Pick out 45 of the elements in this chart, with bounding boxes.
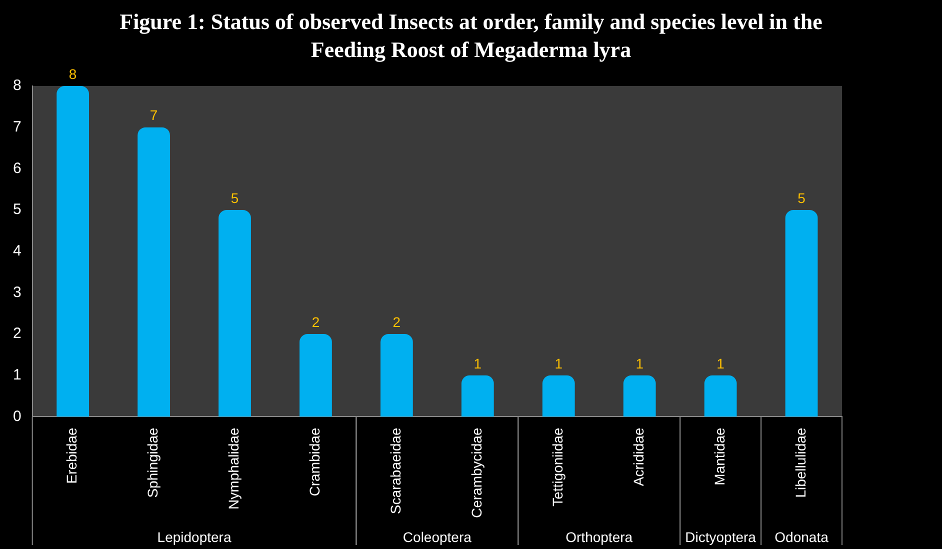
x-tick-label: Scarabaeidae <box>388 428 404 514</box>
data-label: 1 <box>554 355 563 372</box>
bar <box>623 375 656 417</box>
text: Coleoptera <box>402 528 472 545</box>
text: Lepidoptera <box>157 528 232 545</box>
x-tick-label: Libellulidae <box>792 428 808 498</box>
bar <box>461 375 494 417</box>
x-tick-label: Acrididae <box>630 428 646 486</box>
data-label: 5 <box>230 190 239 206</box>
text: Orthoptera <box>566 528 633 545</box>
y-tick-label: 2 <box>13 325 22 342</box>
bar <box>785 210 818 417</box>
text: Dictyoptera <box>685 528 756 545</box>
y-tick-label: 6 <box>13 160 22 177</box>
bar <box>704 375 737 417</box>
y-tick-label: 4 <box>13 242 22 260</box>
x-tick-label: Sphingidae <box>144 428 161 498</box>
data-label: 5 <box>798 190 806 206</box>
x-tick-label: Tettigoniidae <box>549 428 566 506</box>
x-tick-label: Crambidae <box>306 428 323 496</box>
x-tick-label: Erebidae <box>64 428 80 484</box>
bar <box>138 127 170 417</box>
y-tick-label: 8 <box>13 77 22 94</box>
x-tick-label: Cerambycidae <box>468 428 485 518</box>
data-label: 1 <box>716 355 725 372</box>
data-label: 8 <box>68 66 77 82</box>
bar <box>380 334 413 417</box>
x-tick-label: Mantidae <box>711 428 728 486</box>
bar <box>218 210 251 417</box>
y-tick-label: 3 <box>13 284 22 301</box>
data-label: 2 <box>392 314 401 330</box>
data-label: 1 <box>474 355 482 372</box>
y-tick-label: 5 <box>13 201 22 218</box>
data-label: 7 <box>150 107 158 124</box>
bar <box>56 86 90 417</box>
bar <box>300 334 332 417</box>
data-label: 1 <box>636 355 644 372</box>
y-tick-label: 1 <box>13 366 22 384</box>
bar <box>542 375 575 417</box>
y-tick-label: 7 <box>13 118 22 136</box>
data-label: 2 <box>312 314 320 330</box>
x-tick-label: Nymphalidae <box>226 428 242 510</box>
chart-title: Figure 1: Status of observed Insects at order, family and species level in the Feeding Roost of Megaderma lyra <box>118 8 824 64</box>
y-tick-label: 0 <box>13 408 22 425</box>
text: Odonata <box>774 528 829 545</box>
